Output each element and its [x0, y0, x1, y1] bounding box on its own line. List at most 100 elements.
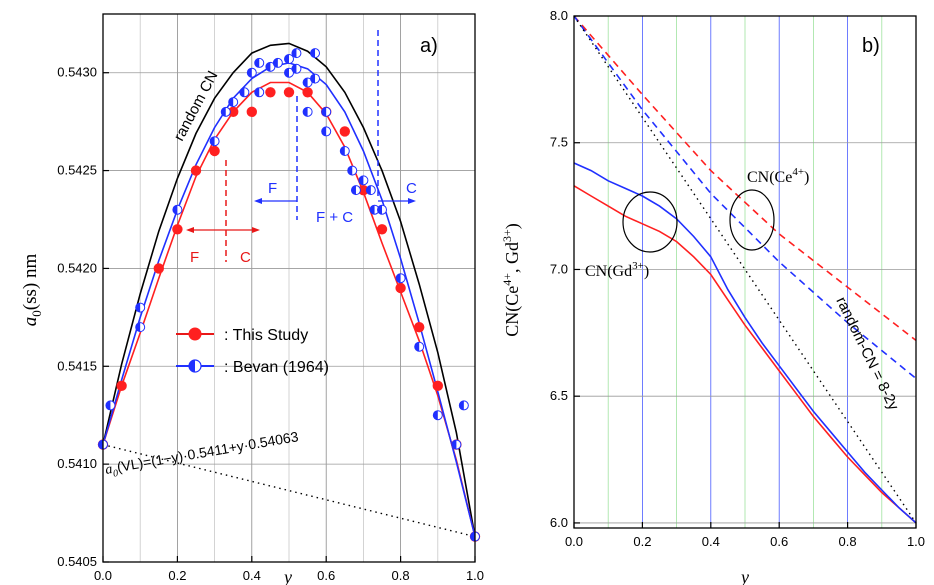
bevan-point	[458, 400, 469, 411]
this-study-point	[414, 321, 425, 333]
y-tick-label: 0.5425	[57, 163, 97, 178]
phase-f-label-red: F	[190, 249, 199, 266]
this-study-point	[190, 165, 202, 176]
bevan-point	[239, 87, 250, 98]
bevan-point	[105, 400, 116, 411]
legend-marker-bevan	[188, 359, 202, 373]
x-tick-label: 0.6	[770, 534, 788, 549]
panel-b-grid	[574, 16, 916, 528]
bevan-point	[310, 48, 321, 59]
y-tick-label: 0.5410	[57, 456, 97, 471]
blue-arrowhead-left	[254, 198, 262, 204]
x-tick-label: 1.0	[466, 568, 484, 583]
bevan-point	[414, 341, 425, 352]
bevan-point	[302, 77, 313, 88]
y-tick-label: 0.5405	[57, 554, 97, 569]
panel-b-frame	[573, 15, 917, 529]
bevan-point	[291, 48, 302, 59]
bevan-point	[135, 322, 146, 333]
legend-label-this-study: : This Study	[224, 327, 308, 344]
this-study-point	[209, 145, 220, 157]
panel-a-legend: : This Study : Bevan (1964)	[176, 327, 329, 376]
panel-b-label: b)	[862, 35, 880, 57]
red-arrowhead-left	[186, 227, 194, 233]
y-tick-label: 7.0	[550, 261, 568, 276]
this-study-point	[172, 224, 183, 235]
bevan-point	[246, 67, 257, 78]
series-line-cn-ce4-bevan	[573, 15, 917, 380]
bevan-point	[321, 106, 332, 117]
x-tick-label: 0.2	[168, 568, 186, 583]
bevan-point	[284, 54, 294, 65]
panel-b-x-axis-label: y	[739, 567, 749, 585]
series-line-cn-gd3-bevan	[573, 162, 917, 524]
phase-c-label-red: C	[240, 249, 251, 266]
x-tick-label: 0.4	[243, 568, 261, 583]
bevan-point	[135, 302, 146, 313]
series-line-cn-gd3-this-study	[573, 185, 917, 524]
x-tick-label: 0.4	[702, 534, 720, 549]
blue-arrowhead-right	[408, 198, 416, 204]
bevan-point	[339, 146, 350, 156]
this-study-point	[153, 263, 164, 274]
x-tick-label: 0.0	[94, 568, 112, 583]
bevan-point	[291, 63, 302, 74]
y-tick-label: 8.0	[550, 8, 568, 23]
this-study-point	[228, 106, 239, 118]
this-study-point	[283, 87, 295, 98]
panel-b-ticks: 0.0 0.2 0.4 0.6 0.8 1.0 6.0 6.5 7.0 7.5 8.0	[550, 8, 925, 549]
y-tick-label: 0.5430	[57, 65, 97, 80]
phase-c-label-blue: C	[406, 180, 417, 197]
bevan-point	[209, 136, 220, 147]
y-tick-label: 6.0	[550, 515, 568, 530]
x-tick-label: 0.8	[839, 534, 857, 549]
panel-b: 0.0 0.2 0.4 0.6 0.8 1.0 6.0 6.5 7.0 7.5 8.0 b) CN(…	[500, 8, 925, 585]
bevan-point	[310, 73, 321, 84]
x-tick-label: 0.0	[565, 534, 583, 549]
this-study-point	[302, 87, 313, 98]
series-line-fit-this-study	[102, 81, 476, 537]
this-study-point	[432, 380, 443, 392]
bevan-point	[172, 204, 183, 215]
bevan-point	[228, 97, 239, 108]
bevan-point	[302, 106, 313, 117]
panel-a-label: a)	[420, 35, 438, 57]
this-study-point	[246, 106, 257, 118]
x-tick-label: 0.2	[633, 534, 651, 549]
this-study-point	[116, 380, 127, 392]
bevan-point	[395, 273, 406, 284]
bevan-point	[451, 439, 462, 450]
bevan-point	[350, 185, 361, 196]
series-line-cn-ce4-this-study	[573, 15, 917, 342]
ce-cn-label: CN(Ce4+)	[747, 166, 809, 186]
bevan-point	[272, 57, 283, 68]
bevan-point	[365, 185, 376, 196]
bevan-point	[254, 87, 265, 98]
series-line-vegard-line	[102, 443, 476, 538]
panel-b-y-axis-label: CN(Ce4+, Gd3+)	[500, 223, 523, 337]
this-study-point	[395, 282, 406, 294]
y-tick-label: 6.5	[550, 388, 568, 403]
panel-a-ticks: 0.0 0.2 0.4 0.6 0.8 1.0 0.5405 0.5410 0.5415 0.54…	[57, 65, 484, 583]
this-study-point	[358, 184, 369, 196]
panel-a-frame	[102, 13, 476, 563]
phase-f-label-blue: F	[268, 180, 277, 197]
panel-a: 0.0 0.2 0.4 0.6 0.8 1.0 0.5405 0.5410 0.5415 0.54…	[20, 13, 484, 585]
legend-marker-this-study	[188, 327, 202, 341]
legend-label-bevan: : Bevan (1964)	[224, 359, 329, 376]
y-tick-label: 7.5	[550, 135, 568, 150]
bevan-point	[377, 204, 387, 215]
this-study-point	[376, 224, 388, 235]
phase-fc-label-blue: F + C	[316, 209, 353, 226]
ce-curves-ellipse	[729, 189, 775, 251]
gd-curves-ellipse	[622, 191, 678, 253]
bevan-point	[347, 165, 358, 176]
this-study-point	[339, 126, 350, 137]
panel-a-points	[97, 48, 481, 542]
bevan-point	[321, 126, 332, 137]
panel-a-grid	[103, 14, 475, 562]
this-study-point	[265, 87, 276, 98]
x-tick-label: 1.0	[907, 534, 925, 549]
x-tick-label: 0.6	[317, 568, 335, 583]
